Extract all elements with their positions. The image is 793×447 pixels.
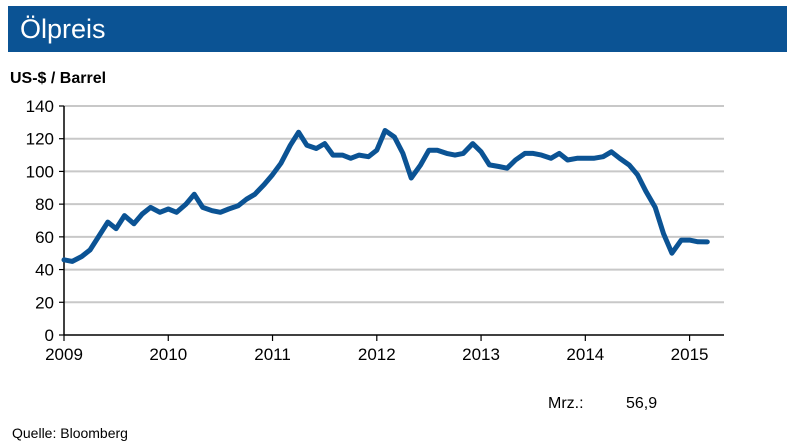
x-tick-label: 2011 bbox=[254, 345, 291, 364]
x-tick-label: 2010 bbox=[149, 345, 187, 364]
y-tick-label: 140 bbox=[26, 97, 54, 116]
y-tick-label: 40 bbox=[35, 261, 54, 280]
latest-month-label: Mrz.: bbox=[548, 395, 584, 412]
y-tick-label: 120 bbox=[26, 130, 54, 149]
x-tick-label: 2015 bbox=[671, 345, 709, 364]
y-tick-label: 0 bbox=[45, 326, 54, 345]
y-tick-label: 60 bbox=[35, 228, 54, 247]
latest-value: 56,9 bbox=[626, 395, 658, 412]
x-tick-label: 2013 bbox=[462, 345, 500, 364]
y-tick-label: 80 bbox=[35, 195, 54, 214]
oil-price-line bbox=[61, 128, 710, 264]
y-tick-label: 20 bbox=[35, 293, 54, 312]
x-tick-label: 2012 bbox=[358, 345, 396, 364]
y-axis-unit-label: US-$ / Barrel bbox=[10, 70, 107, 87]
title-bar: Ölpreis bbox=[8, 6, 787, 52]
x-tick-label: 2009 bbox=[45, 345, 83, 364]
x-tick-label: 2014 bbox=[566, 345, 604, 364]
source-note: Quelle: Bloomberg bbox=[12, 425, 128, 441]
y-tick-label: 100 bbox=[26, 162, 54, 181]
chart-title: Ölpreis bbox=[20, 14, 106, 44]
